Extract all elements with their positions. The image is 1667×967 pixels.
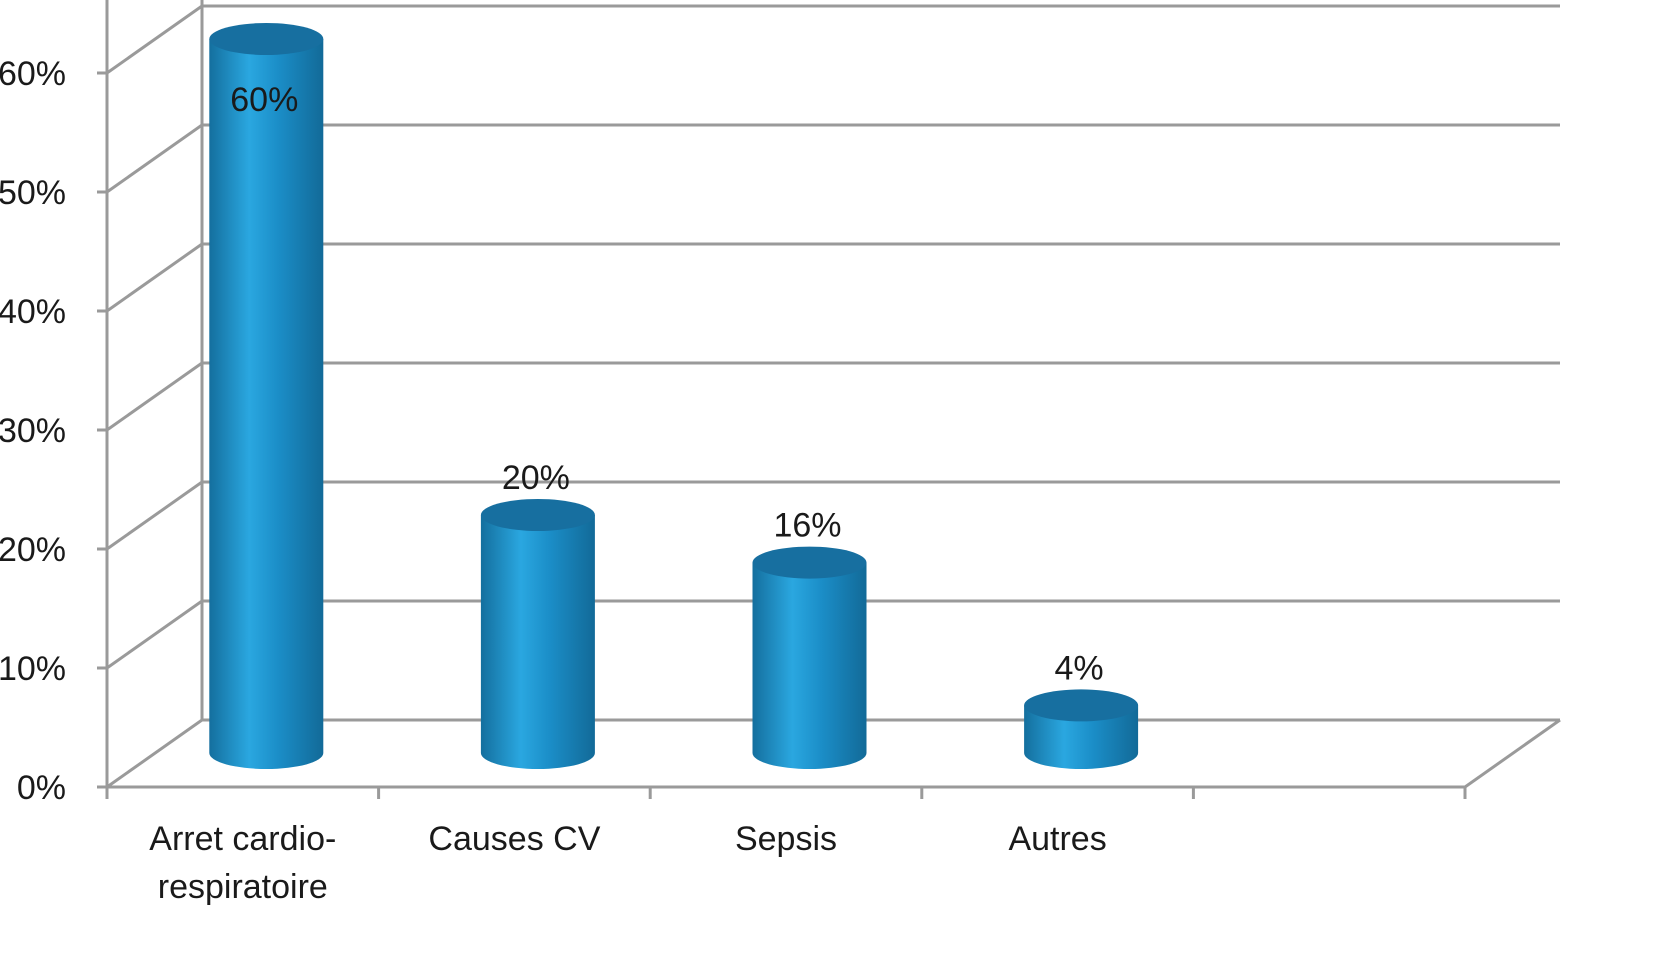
gridlines (106, 0, 1561, 789)
bars (209, 23, 1139, 769)
data-label: 20% (502, 459, 570, 497)
gridline-depth (106, 4, 203, 75)
y-tick-label: 10% (0, 650, 66, 688)
y-tick-label: 30% (0, 412, 66, 450)
bar (752, 546, 867, 769)
category-label: Sepsis (735, 820, 837, 858)
bar (1024, 689, 1139, 769)
bar-top (752, 546, 867, 579)
bar-body (1024, 705, 1139, 769)
y-tick-label: 40% (0, 293, 66, 331)
data-label: 16% (773, 507, 841, 545)
gridline-depth (106, 718, 203, 789)
category-label: respiratoire (158, 868, 328, 906)
category-labels: Arret cardio-respiratoire Causes CV Sepsis… (149, 820, 1106, 906)
bar-top (1024, 689, 1139, 722)
bar (209, 23, 324, 769)
y-tick-labels: 0% 10% 20% 30% 40% 50% 60% (0, 55, 66, 807)
bar-top (480, 499, 595, 531)
bar-body (752, 562, 867, 769)
data-labels: 60% 20% 16% 4% (230, 81, 1103, 687)
gridline-depth (106, 480, 203, 551)
gridline-depth (106, 599, 203, 670)
axes (97, 0, 1467, 799)
data-label: 60% (230, 81, 298, 119)
bar-top (209, 23, 324, 55)
y-tick-label: 0% (17, 769, 66, 807)
bar-body (480, 515, 595, 769)
y-tick-label: 50% (0, 174, 66, 212)
category-label: Causes CV (428, 820, 600, 858)
gridline-depth (106, 361, 203, 432)
floor-edge (1464, 718, 1561, 789)
category-label: Arret cardio- (149, 820, 336, 858)
category-label: Autres (1008, 820, 1106, 858)
gridline-depth (106, 123, 203, 194)
gridline-depth (106, 242, 203, 313)
bar-body (209, 39, 324, 769)
data-label: 4% (1055, 649, 1104, 687)
y-tick-label: 60% (0, 55, 66, 93)
y-tick-label: 20% (0, 531, 66, 569)
bar (480, 499, 595, 769)
